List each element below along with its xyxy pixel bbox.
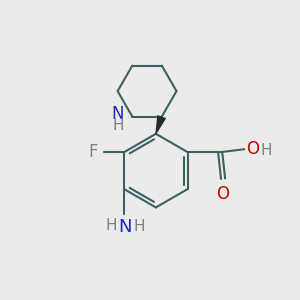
- Text: N: N: [119, 218, 132, 236]
- Polygon shape: [155, 115, 166, 134]
- Text: H: H: [260, 143, 272, 158]
- Text: O: O: [246, 140, 259, 158]
- Text: N: N: [112, 105, 124, 123]
- Text: H: H: [112, 118, 124, 133]
- Text: H: H: [134, 219, 145, 234]
- Text: O: O: [217, 185, 230, 203]
- Text: H: H: [106, 218, 117, 233]
- Text: F: F: [88, 143, 98, 161]
